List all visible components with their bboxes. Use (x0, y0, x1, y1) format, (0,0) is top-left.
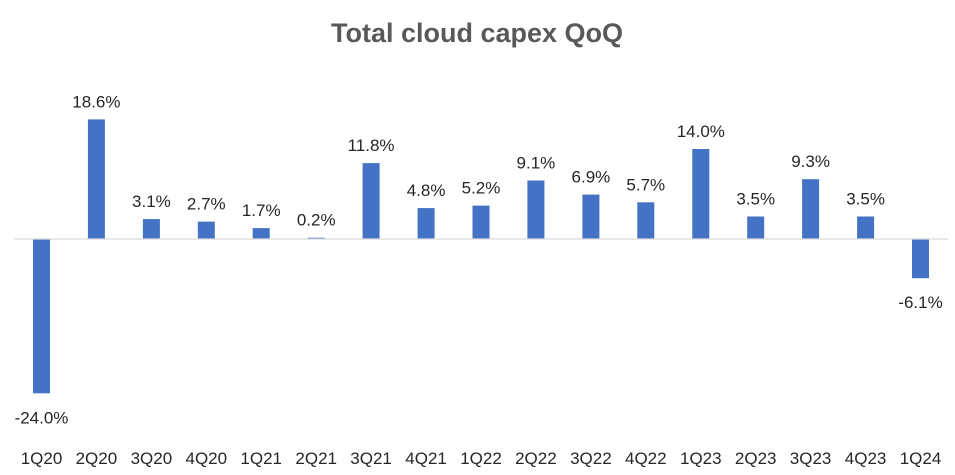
x-tick-labels-layer: 1Q20 2Q20 3Q20 4Q20 1Q21 2Q21 3Q21 4Q21 1Q22 2Q22… (21, 449, 942, 468)
data-label-1q24: -6.1% (898, 293, 942, 312)
bar-1q20 (33, 239, 50, 394)
x-tick-3q22: 3Q22 (570, 449, 612, 468)
bar-3q21 (362, 163, 380, 239)
x-tick-4q20: 4Q20 (186, 449, 228, 468)
data-label-1q22: 5.2% (462, 179, 501, 198)
data-label-4q20: 2.7% (187, 195, 226, 214)
bar-4q21 (417, 208, 435, 239)
data-label-1q21: 1.7% (242, 201, 281, 220)
x-tick-4q23: 4Q23 (845, 449, 887, 468)
x-tick-2q23: 2Q23 (735, 449, 777, 468)
data-label-4q22: 5.7% (626, 175, 665, 194)
x-tick-3q20: 3Q20 (131, 449, 173, 468)
bar-2q23 (747, 216, 765, 239)
data-labels-layer: -24.0% 18.6% 3.1% 2.7% 1.7% 0.2% 11.8% 4.8% 5.2%… (15, 92, 943, 427)
data-label-2q23: 3.5% (736, 190, 775, 209)
bars-layer (33, 119, 929, 394)
data-label-4q21: 4.8% (407, 181, 446, 200)
bar-4q20 (197, 221, 215, 239)
data-label-2q22: 9.1% (517, 154, 556, 173)
bar-3q22 (582, 194, 600, 239)
bar-1q21 (252, 228, 270, 239)
x-tick-1q23: 1Q23 (680, 449, 722, 468)
bar-1q24 (912, 239, 929, 279)
x-tick-4q22: 4Q22 (625, 449, 667, 468)
x-tick-3q21: 3Q21 (350, 449, 392, 468)
x-tick-1q22: 1Q22 (460, 449, 502, 468)
x-tick-1q21: 1Q21 (240, 449, 282, 468)
x-tick-4q21: 4Q21 (405, 449, 447, 468)
bar-4q23 (857, 216, 875, 239)
data-label-3q21: 11.8% (348, 136, 395, 155)
chart-title: Total cloud capex QoQ (331, 18, 623, 48)
bar-2q21 (307, 237, 325, 239)
bar-1q23 (692, 149, 710, 239)
data-label-1q23: 14.0% (677, 122, 725, 141)
bar-1q22 (472, 205, 490, 239)
data-label-3q20: 3.1% (132, 192, 171, 211)
bar-4q22 (637, 202, 655, 239)
data-label-3q22: 6.9% (572, 168, 611, 187)
data-label-4q23: 3.5% (846, 190, 885, 209)
x-tick-2q22: 2Q22 (515, 449, 557, 468)
data-label-1q20: -24.0% (15, 408, 69, 427)
x-tick-2q21: 2Q21 (295, 449, 337, 468)
data-label-2q21: 0.2% (297, 211, 336, 230)
bar-2q22 (527, 180, 545, 239)
x-tick-1q20: 1Q20 (21, 449, 63, 468)
bar-3q23 (802, 179, 820, 239)
data-label-2q20: 18.6% (72, 92, 120, 111)
x-tick-3q23: 3Q23 (790, 449, 832, 468)
x-tick-2q20: 2Q20 (76, 449, 118, 468)
data-label-3q23: 9.3% (791, 152, 830, 171)
bar-3q20 (142, 219, 160, 239)
bar-2q20 (87, 119, 105, 239)
x-tick-1q24: 1Q24 (900, 449, 942, 468)
